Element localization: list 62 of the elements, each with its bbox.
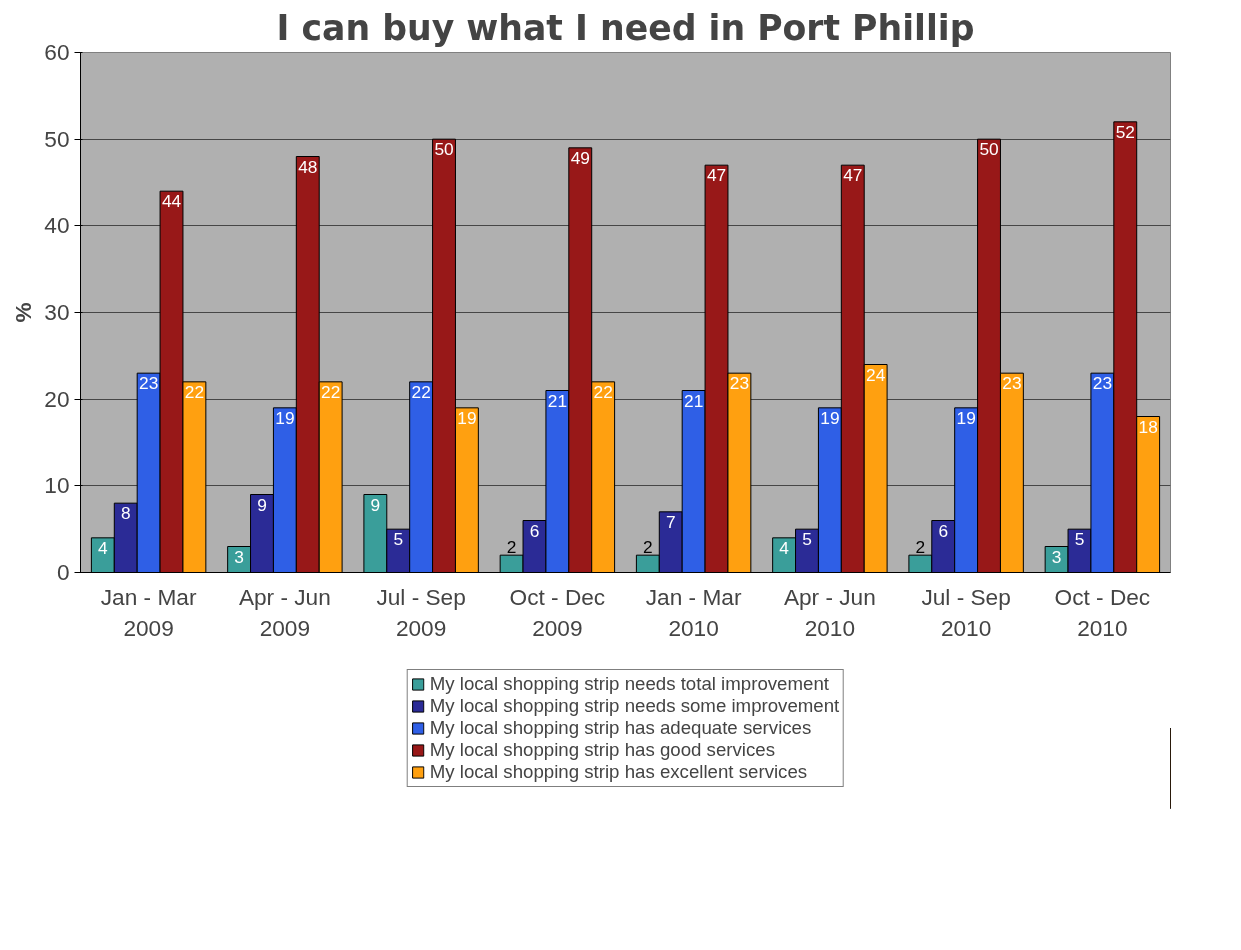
data-label: 19 — [275, 407, 295, 428]
data-label: 2 — [643, 537, 653, 558]
data-label: 4 — [98, 537, 109, 558]
y-tick-label: 30 — [44, 299, 70, 325]
y-tick-label: 60 — [44, 39, 70, 65]
x-tick-label: Jan - Mar 2009 — [100, 583, 197, 641]
x-tick-label: Jul - Sep 2010 — [921, 583, 1011, 641]
data-label: 2 — [506, 537, 517, 558]
data-label: 22 — [411, 381, 431, 402]
data-label: 3 — [1051, 546, 1062, 567]
data-label: 4 — [779, 537, 790, 558]
data-label: 7 — [665, 511, 676, 532]
data-label: 24 — [866, 364, 886, 385]
data-label: 44 — [161, 191, 182, 212]
data-label: 50 — [434, 139, 454, 160]
x-tick-label: Jul - Sep 2009 — [376, 583, 466, 641]
legend-label: My local shopping strip has good services — [429, 739, 776, 761]
data-label: 23 — [138, 373, 159, 394]
data-label: 21 — [547, 390, 568, 411]
data-label: 23 — [1092, 373, 1113, 394]
y-axis-title: % — [10, 302, 37, 323]
data-label: 3 — [234, 546, 244, 567]
data-label: 47 — [843, 165, 863, 186]
y-tick-label: 20 — [44, 385, 70, 412]
x-tick-label: Apr - Jun 2010 — [783, 583, 876, 641]
data-label: 5 — [1074, 529, 1085, 550]
data-label: 19 — [820, 407, 840, 428]
x-tick-label: Jan - Mar 2010 — [645, 583, 742, 641]
y-tick-label: 0 — [56, 559, 70, 585]
data-label: 48 — [298, 156, 318, 177]
data-label: 23 — [729, 373, 750, 394]
data-label: 8 — [120, 503, 131, 524]
legend-label: My local shopping strip has adequate services — [429, 717, 812, 739]
data-label: 2 — [915, 537, 926, 558]
data-label: 22 — [321, 381, 341, 402]
data-label: 19 — [457, 407, 477, 428]
data-label: 19 — [956, 407, 976, 428]
x-tick-label: Oct - Dec 2010 — [1054, 583, 1151, 641]
data-label: 18 — [1138, 416, 1158, 437]
data-label: 22 — [593, 381, 613, 402]
y-tick-label: 50 — [44, 125, 70, 152]
data-label: 49 — [570, 147, 590, 168]
data-label: 9 — [370, 494, 381, 515]
data-label: 50 — [979, 139, 999, 160]
x-tick-label: Oct - Dec 2009 — [509, 583, 606, 641]
data-label: 22 — [184, 381, 205, 402]
chart-title: I can buy what I need in Port Phillip — [276, 7, 975, 48]
data-label: 21 — [683, 390, 704, 411]
legend-label: My local shopping strip needs some improvement — [429, 695, 840, 717]
data-label: 9 — [257, 494, 267, 515]
data-label: 6 — [529, 520, 540, 541]
data-label: 23 — [1002, 373, 1022, 394]
y-tick-label: 40 — [44, 212, 70, 239]
data-label: 6 — [938, 520, 949, 541]
data-label: 52 — [1115, 121, 1135, 142]
data-label: 5 — [393, 529, 404, 550]
legend-label: My local shopping strip needs total improvement — [429, 673, 829, 695]
data-label: 5 — [802, 529, 812, 550]
legend-label: My local shopping strip has excellent services — [429, 761, 808, 783]
data-label: 47 — [706, 165, 727, 186]
x-tick-label: Apr - Jun 2009 — [238, 583, 331, 641]
y-tick-label: 10 — [44, 472, 70, 499]
